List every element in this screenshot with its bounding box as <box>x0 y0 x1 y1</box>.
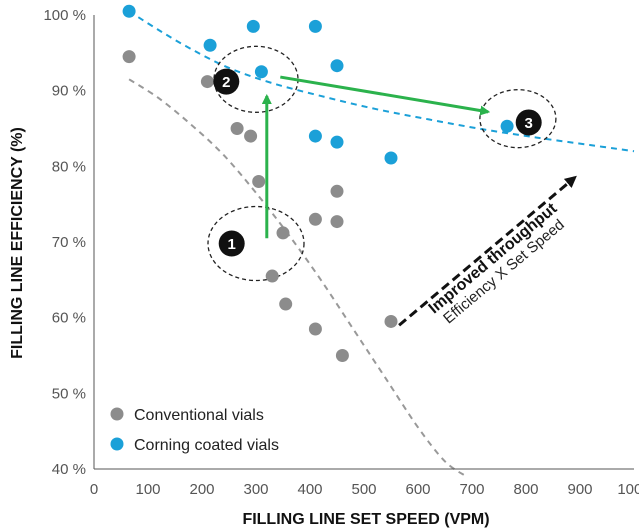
step-badge-label: 3 <box>525 115 533 132</box>
coated-point <box>254 65 268 79</box>
x-axis-title: FILLING LINE SET SPEED (VPM) <box>242 511 489 528</box>
coated-point <box>203 38 217 52</box>
y-tick-label: 60 % <box>52 310 86 327</box>
x-tick-label: 100 <box>135 481 160 498</box>
conventional-point <box>384 314 398 328</box>
throughput-annotation: Improved throughput Efficiency X Set Spe… <box>426 200 568 328</box>
legend-marker-coated <box>110 437 124 451</box>
arrow-improvement-right <box>280 75 491 116</box>
highlight-ellipse-3 <box>479 89 557 149</box>
y-tick-label: 50 % <box>52 385 86 402</box>
y-tick-label: 80 % <box>52 158 86 175</box>
trend-line-coated <box>128 10 635 153</box>
coated-point <box>330 59 344 73</box>
y-tick-label: 70 % <box>52 234 86 251</box>
conventional-point <box>276 226 290 240</box>
trend-lines <box>128 10 635 478</box>
conventional-point <box>252 174 266 188</box>
step-badges: 1 2 3 <box>213 68 542 257</box>
conventional-point <box>265 269 279 283</box>
x-tick-label: 700 <box>459 481 484 498</box>
x-tick-label: 300 <box>243 481 268 498</box>
x-tick-label: 900 <box>567 481 592 498</box>
y-axis-title: FILLING LINE EFFICIENCY (%) <box>9 127 26 359</box>
legend-label-conventional: Conventional vials <box>134 407 264 424</box>
y-tick-label: 100 % <box>43 7 86 24</box>
coated-point <box>384 151 398 165</box>
conventional-point <box>279 297 293 311</box>
coated-point <box>500 119 514 133</box>
improvement-arrows <box>261 75 577 327</box>
throughput-arrow <box>398 175 577 327</box>
step-badge-circle <box>213 68 240 95</box>
conventional-point <box>200 75 214 89</box>
conventional-point <box>244 129 258 143</box>
step-badge-label: 2 <box>222 74 230 91</box>
coated-point <box>122 4 136 18</box>
conventional-point <box>230 122 244 135</box>
legend: Conventional vials Corning coated vials <box>110 407 279 454</box>
y-tick-label: 40 % <box>52 461 86 478</box>
coated-point <box>308 19 322 33</box>
step-badge-circle <box>515 109 542 136</box>
coated-point <box>246 19 260 33</box>
x-tick-label: 600 <box>405 481 430 498</box>
conventional-point <box>122 50 136 64</box>
y-tick-label: 90 % <box>52 83 86 100</box>
data-points <box>122 4 514 362</box>
conventional-point <box>330 184 344 198</box>
step-badge-1: 1 <box>218 230 245 257</box>
highlight-ellipse-1 <box>207 205 305 282</box>
x-tick-label: 800 <box>513 481 538 498</box>
x-tick-label: 500 <box>351 481 376 498</box>
axes <box>93 15 634 470</box>
step-badge-3: 3 <box>515 109 542 136</box>
conventional-point <box>330 215 344 229</box>
x-tick-label: 0 <box>90 481 98 498</box>
x-tick-label: 200 <box>189 481 214 498</box>
coated-point <box>308 129 322 143</box>
x-tick-label: 400 <box>297 481 322 498</box>
conventional-point <box>308 322 322 336</box>
x-tick-label: 1000 <box>617 481 639 498</box>
throughput-title: Improved throughput <box>426 200 561 318</box>
step-badge-label: 1 <box>228 236 236 253</box>
step-badge-2: 2 <box>213 68 240 95</box>
legend-label-coated: Corning coated vials <box>134 437 279 454</box>
tick-labels: 0 100 200 300 400 500 600 700 800 900 1000 40 % 50 %… <box>43 7 639 498</box>
throughput-subtitle: Efficiency X Set Speed <box>440 216 568 327</box>
conventional-point <box>308 212 322 226</box>
step-badge-circle <box>218 230 245 257</box>
conventional-point <box>335 349 349 362</box>
legend-marker-conventional <box>110 407 124 421</box>
coated-point <box>330 135 344 149</box>
